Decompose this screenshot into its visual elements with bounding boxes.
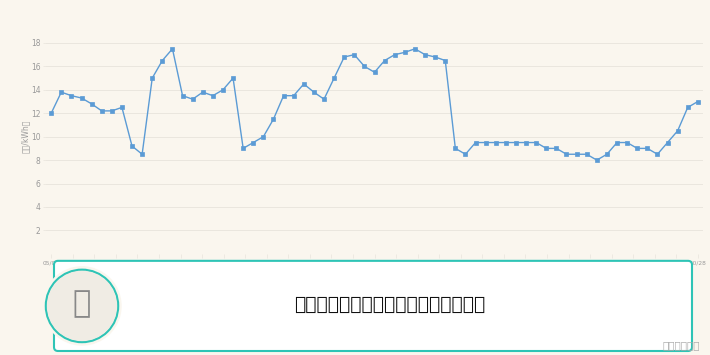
Text: 燃料価格や電力市場価格の高騰に注意: 燃料価格や電力市場価格の高騰に注意	[295, 295, 486, 315]
Circle shape	[43, 267, 121, 345]
Circle shape	[48, 271, 116, 340]
Y-axis label: （円/kWh）: （円/kWh）	[21, 120, 30, 153]
Text: 新電力ベスト: 新電力ベスト	[662, 340, 700, 350]
FancyBboxPatch shape	[54, 261, 692, 351]
Text: 人: 人	[73, 289, 91, 318]
